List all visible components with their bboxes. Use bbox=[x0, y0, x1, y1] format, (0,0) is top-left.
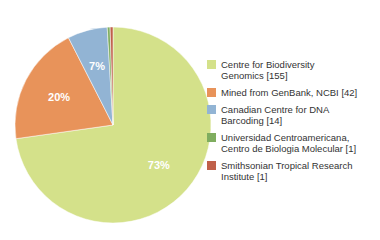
html-text:Smithsonian Tropical Research: Smithsonian Tropical Research bbox=[221, 159, 353, 171]
html-text:Genomics [155]: Genomics [155] bbox=[221, 69, 288, 81]
svg-text:20%: 20% bbox=[48, 91, 70, 103]
html-text:Universidad Centroamericana,: Universidad Centroamericana, bbox=[221, 131, 350, 143]
html-text:Mined from GenBank, NCBI [42]: Mined from GenBank, NCBI [42] bbox=[221, 86, 358, 98]
html-text:Centre for Biodiversity: Centre for Biodiversity bbox=[221, 58, 315, 70]
html-text:Canadian Centre for DNA: Canadian Centre for DNA bbox=[221, 103, 330, 115]
html-text:Institute [1]: Institute [1] bbox=[221, 170, 268, 182]
svg-text:73%: 73% bbox=[148, 159, 170, 171]
html-text:Centro de Biologia Molecular [: Centro de Biologia Molecular [1] bbox=[221, 142, 357, 154]
svg-text:7%: 7% bbox=[89, 60, 105, 72]
html-text:Barcoding [14]: Barcoding [14] bbox=[221, 114, 283, 126]
